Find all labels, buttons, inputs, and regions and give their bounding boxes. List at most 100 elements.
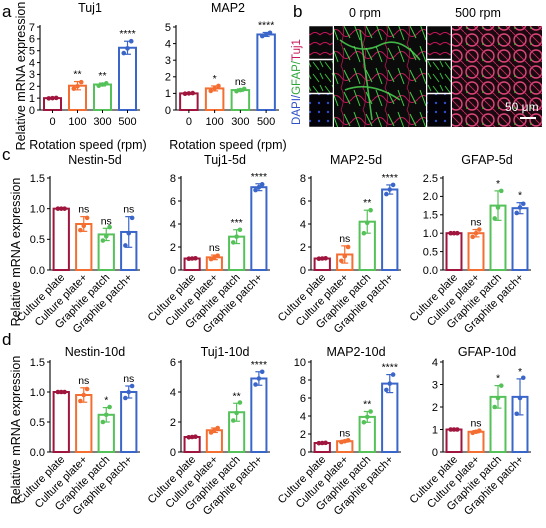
data-point-c3-0-2 xyxy=(323,255,328,261)
y-tick-label-c4: 0.0 xyxy=(423,265,438,277)
y-tick-label-d1: 0.5 xyxy=(30,417,45,429)
y-tick-label-a1: 5 xyxy=(29,46,35,58)
y-tick-label-c2: 2 xyxy=(170,242,176,254)
chart-title-a2: MAP2 xyxy=(211,1,245,15)
y-axis-label-d: Relative mRNA expression xyxy=(9,356,23,505)
x-tick-label-a1-2: 300 xyxy=(93,116,111,128)
bar-d1-3 xyxy=(120,391,138,453)
significance-label-c4-1: ns xyxy=(470,217,481,229)
chart-title-a1: Tuj1 xyxy=(78,1,102,15)
data-point-a2-0-1 xyxy=(186,91,192,96)
data-point-d3-3-2 xyxy=(390,372,396,377)
y-tick-label-d1: 1.0 xyxy=(30,387,45,399)
y-tick-label-a2: 4 xyxy=(165,38,171,50)
significance-label-c2-1: ns xyxy=(209,242,220,254)
data-point-d4-2-1 xyxy=(495,395,501,401)
y-tick-label-a1: 6 xyxy=(29,34,35,46)
significance-label-d1-1: ns xyxy=(78,375,89,387)
y-tick-label-c1: 1.0 xyxy=(30,203,45,215)
data-point-c4-3-1 xyxy=(517,205,523,210)
data-point-c1-0-1 xyxy=(58,206,64,211)
data-point-a2-2-0 xyxy=(234,88,239,94)
data-point-d4-1-2 xyxy=(476,428,482,433)
data-point-c3-3-2 xyxy=(390,182,396,188)
panel-letter-d: d xyxy=(2,330,11,349)
data-point-d2-3-0 xyxy=(253,382,258,387)
bar-d3-3 xyxy=(381,382,399,454)
significance-label-d3-1: ns xyxy=(339,427,350,439)
data-point-a1-2-1 xyxy=(100,82,105,87)
data-point-a1-2-2 xyxy=(103,81,109,86)
data-point-d1-0-2 xyxy=(62,389,67,395)
data-point-a2-0-0 xyxy=(182,91,188,97)
significance-label-c4-2: * xyxy=(496,178,500,190)
significance-label-a1-2: ** xyxy=(98,70,106,82)
y-tick-label-c2: 6 xyxy=(170,196,176,208)
significance-label-c1-2: ns xyxy=(101,215,112,227)
data-point-a2-0-2 xyxy=(190,90,196,96)
y-tick-label-d4: 2 xyxy=(432,402,438,414)
y-tick-label-c2: 4 xyxy=(170,219,176,231)
data-point-d1-0-1 xyxy=(58,389,64,395)
data-point-c3-1-2 xyxy=(345,244,351,250)
chart-title-d1: Nestin-10d xyxy=(65,345,125,359)
significance-label-d1-2: * xyxy=(104,395,108,407)
significance-label-d4-3: * xyxy=(518,366,522,378)
data-point-c2-0-0 xyxy=(186,256,192,262)
data-point-d3-0-2 xyxy=(323,440,328,446)
data-point-c3-2-0 xyxy=(361,230,367,236)
stain-dapi-text: DAPI/ xyxy=(291,94,303,125)
thumb-500rpm-dapi xyxy=(426,93,452,128)
data-point-a1-1-2 xyxy=(78,79,84,85)
data-point-d1-1-2 xyxy=(84,386,90,392)
data-point-a2-2-1 xyxy=(238,87,243,93)
y-tick-label-a1: 4 xyxy=(29,57,35,69)
data-point-d2-3-2 xyxy=(259,369,265,375)
y-tick-label-a1: 1 xyxy=(29,93,35,105)
chart-title-d4: GFAP-10d xyxy=(458,345,516,359)
data-point-c4-3-2 xyxy=(520,201,526,207)
data-point-c3-1-1 xyxy=(342,253,348,259)
y-tick-label-c1: 0.5 xyxy=(30,234,45,246)
bar-a2-0 xyxy=(179,92,199,112)
data-point-a2-3-2 xyxy=(267,30,273,36)
y-tick-label-a2: 2 xyxy=(165,72,171,84)
x-tick-label-a2-0: 0 xyxy=(186,116,192,128)
data-point-d2-1-1 xyxy=(212,427,217,433)
micrograph-title-0rpm: 0 rpm xyxy=(349,6,381,20)
bar-d1-0 xyxy=(52,391,70,453)
data-point-d3-1-2 xyxy=(345,438,351,443)
data-point-d2-2-1 xyxy=(234,410,239,416)
significance-label-a1-1: ** xyxy=(73,69,81,81)
thumb-0rpm-gfap xyxy=(308,59,334,94)
y-tick-label-c2: 0 xyxy=(170,265,176,277)
data-point-c4-0-0 xyxy=(448,230,454,236)
data-point-d2-0-2 xyxy=(193,434,198,440)
bar-d2-3 xyxy=(250,377,268,453)
chart-title-d3: MAP2-10d xyxy=(326,345,385,359)
bar-a2-2 xyxy=(230,89,251,112)
data-point-d3-2-1 xyxy=(364,414,370,420)
data-point-d3-3-1 xyxy=(387,381,393,386)
data-point-d2-3-1 xyxy=(256,376,262,381)
bar-d1-1 xyxy=(75,394,93,453)
significance-label-a2-1: * xyxy=(213,73,217,85)
thumb-0rpm-tuj1 xyxy=(308,25,334,60)
stain-tuj1-text: Tuj1 xyxy=(291,39,303,61)
panel-letter-c: c xyxy=(2,145,11,164)
panel-letter-a: a xyxy=(2,2,12,21)
x-tick-label-a2-3: 500 xyxy=(257,116,275,128)
data-point-c2-3-1 xyxy=(256,184,262,190)
bar-c4-0 xyxy=(445,232,463,271)
significance-label-d3-3: **** xyxy=(382,362,398,374)
scale-bar-label: 50 μm xyxy=(505,100,539,114)
data-point-c4-3-0 xyxy=(514,210,520,216)
y-tick-label-c3: 6 xyxy=(300,196,306,208)
data-point-d4-0-0 xyxy=(448,427,454,432)
data-point-a1-0-0 xyxy=(46,96,52,101)
